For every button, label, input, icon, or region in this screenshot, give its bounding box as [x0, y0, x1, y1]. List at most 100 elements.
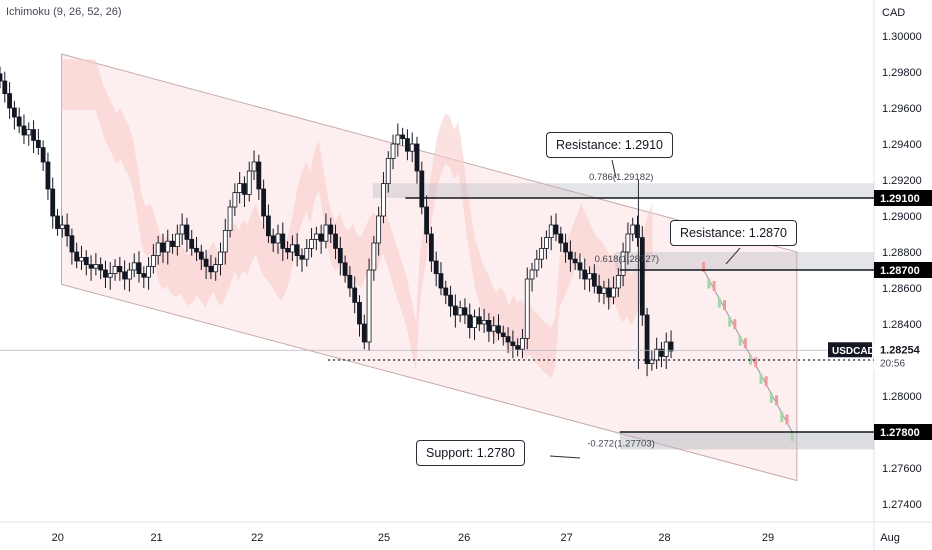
candle [146, 257, 151, 290]
candle [572, 252, 578, 270]
candle-body [218, 251, 223, 265]
candle [438, 262, 444, 296]
candle [170, 234, 175, 254]
level-tag-text: 1.27800 [880, 427, 920, 439]
candle-body [433, 260, 439, 275]
candle-body [591, 273, 597, 287]
y-tick-label: 1.29200 [882, 175, 922, 187]
zone-1-2780 [619, 432, 874, 450]
projection-candle [728, 316, 732, 327]
candle [122, 260, 128, 290]
candle [285, 241, 290, 260]
candle [150, 244, 156, 274]
candle-body [649, 359, 655, 364]
candle [184, 217, 190, 252]
candle-body [50, 188, 56, 217]
y-tick-label: 1.29000 [882, 211, 922, 223]
candle-body [524, 278, 530, 339]
candle [337, 236, 343, 276]
candle [198, 244, 204, 270]
candle [668, 330, 674, 359]
candle-body [313, 233, 319, 240]
annotation-callout[interactable]: Resistance: 1.2870 [670, 220, 798, 246]
candle-body [414, 143, 420, 172]
candle-body [601, 287, 607, 294]
candle-body [64, 224, 70, 237]
candle [524, 267, 530, 350]
candle-body [21, 125, 27, 136]
candle [567, 240, 573, 272]
candlesticks [0, 66, 674, 377]
candle [270, 228, 276, 252]
candle-body [476, 316, 482, 325]
projection-candle [743, 338, 747, 349]
candle-body [103, 269, 108, 278]
candle [539, 236, 545, 269]
candle [251, 150, 257, 180]
candle [582, 258, 588, 290]
candle [246, 161, 252, 202]
candle-body [491, 325, 497, 332]
candle [601, 280, 607, 305]
candle-body [323, 224, 329, 242]
candle-body [318, 233, 324, 242]
candle [395, 123, 401, 157]
candle [227, 199, 233, 238]
candle [443, 280, 449, 305]
candle [304, 239, 310, 267]
y-tick-label: 1.30000 [882, 31, 922, 43]
projection-candle [759, 373, 763, 384]
candle-body [0, 73, 3, 82]
candle-body [654, 348, 660, 361]
candle-body [11, 107, 17, 118]
candle-body [203, 258, 209, 267]
candle-body [548, 224, 554, 239]
candle [424, 195, 429, 243]
projection-candle [785, 414, 789, 425]
candle [179, 213, 185, 245]
candle-body [558, 233, 564, 244]
x-tick-label: 26 [458, 532, 470, 544]
candle-body [438, 273, 444, 289]
candle-body [299, 255, 305, 260]
candle [563, 233, 568, 263]
candle-body [45, 161, 51, 190]
y-tick-label: 1.29800 [882, 67, 922, 79]
candle [428, 226, 434, 272]
candle [160, 233, 166, 263]
candle-body [98, 264, 104, 271]
level-tag-bg [874, 190, 932, 206]
candle [409, 132, 415, 162]
candle-body [357, 301, 362, 325]
candle [625, 222, 631, 265]
candle-body [419, 170, 425, 208]
candle-body [184, 224, 190, 240]
candle [194, 236, 199, 261]
candle-body [347, 274, 353, 289]
indicator-label[interactable]: Ichimoku (9, 26, 52, 26) [6, 6, 122, 18]
candle-body [79, 256, 84, 262]
candle [50, 177, 56, 229]
candle [544, 230, 549, 260]
candle [117, 257, 123, 281]
annotation-callout[interactable]: Support: 1.2780 [416, 440, 525, 466]
candle-body [553, 224, 559, 235]
descending-channel [61, 53, 798, 482]
candle [630, 217, 636, 242]
candle [127, 262, 132, 292]
candle [309, 227, 314, 258]
candle [476, 307, 482, 332]
candle [98, 257, 104, 279]
candle-body [131, 262, 137, 271]
annotation-callout[interactable]: Resistance: 1.2910 [546, 132, 674, 158]
candle-body [582, 269, 588, 280]
candle [659, 342, 664, 368]
candle [419, 161, 425, 215]
candle [520, 329, 525, 359]
candle [0, 66, 3, 89]
candle [342, 255, 348, 283]
candle [347, 266, 353, 297]
candle-body [242, 183, 247, 195]
x-tick-label: 22 [251, 532, 263, 544]
